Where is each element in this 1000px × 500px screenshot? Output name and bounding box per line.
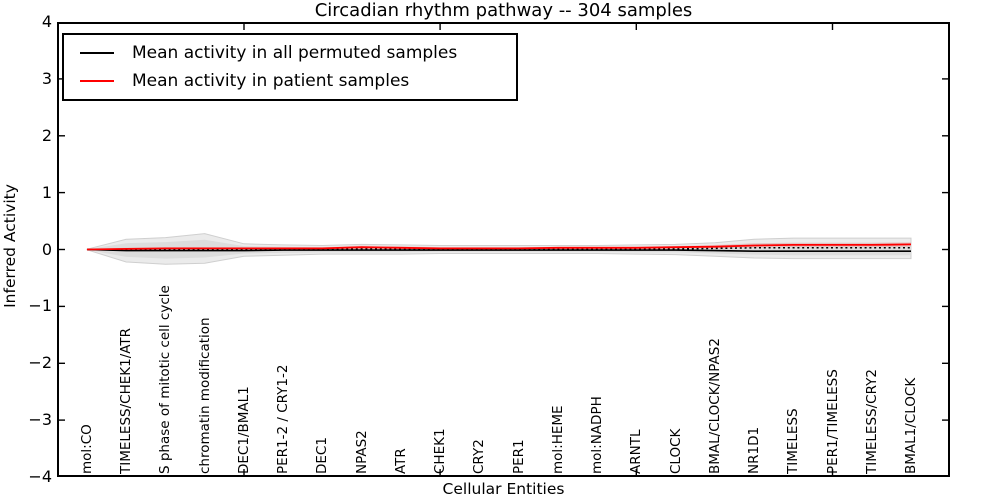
x-category-label: NR1D1 <box>746 426 763 474</box>
line-permuted-samples-median-dotted- <box>87 247 911 251</box>
legend-box: Mean activity in all permuted samples Mea… <box>62 33 518 101</box>
y-axis-label: Inferred Activity <box>1 184 19 308</box>
x-category-label: PER1/TIMELESS <box>824 369 841 474</box>
x-category-label: chromatin modification <box>196 317 213 474</box>
x-category-label: DEC1 <box>314 437 331 474</box>
x-axis-label: Cellular Entities <box>442 480 565 498</box>
x-category-label: BMAL1/CLOCK <box>903 377 919 474</box>
x-category-label: CLOCK <box>667 428 684 474</box>
x-category-label: BMAL/CLOCK/NPAS2 <box>706 338 723 474</box>
x-category-label: ATR <box>392 448 409 474</box>
legend-entry: Mean activity in all permuted samples <box>64 39 516 67</box>
y-tick-label: −4 <box>28 467 52 486</box>
chart-title: Circadian rhythm pathway -- 304 samples <box>314 0 693 21</box>
x-category-label: mol:CO <box>79 424 95 474</box>
x-category-label: mol:HEME <box>549 405 566 474</box>
legend-entry: Mean activity in patient samples <box>64 67 516 95</box>
y-tick-label: 4 <box>41 12 52 31</box>
line-mean-activity-in-all-permuted-samples <box>86 248 911 252</box>
x-category-label: CRY2 <box>471 439 488 474</box>
x-category-label: TIMELESS/CRY2 <box>863 369 880 474</box>
y-tick-label: 0 <box>41 239 52 259</box>
y-tick-label: −3 <box>28 410 52 430</box>
x-category-label: ARNTL <box>628 429 645 474</box>
x-category-label: TIMELESS <box>785 408 802 474</box>
y-tick-label: −1 <box>28 296 52 316</box>
x-category-label: PER1-2 / CRY1-2 <box>275 364 292 474</box>
y-tick-label: 1 <box>41 182 52 202</box>
plot-area <box>57 22 950 477</box>
x-category-label: DEC1/BMAL1 <box>235 386 252 474</box>
x-category-label: CHEK1 <box>432 428 449 474</box>
legend-line-sample <box>80 80 114 82</box>
x-category-label: S phase of mitotic cell cycle <box>157 285 174 474</box>
x-category-label: mol:NADPH <box>589 396 606 474</box>
line-mean-activity-in-patient-samples <box>86 243 912 251</box>
y-tick-label: 3 <box>41 68 52 88</box>
y-tick-label: 2 <box>41 125 52 145</box>
legend-line-sample <box>80 52 114 54</box>
legend-label: Mean activity in all permuted samples <box>132 43 458 63</box>
plot-frame <box>57 22 950 477</box>
x-category-label: PER1 <box>510 439 527 474</box>
legend-label: Mean activity in patient samples <box>132 71 410 91</box>
x-category-label: NPAS2 <box>353 430 370 474</box>
x-category-label: TIMELESS/CHEK1/ATR <box>118 327 135 474</box>
chart-canvas <box>57 22 950 477</box>
y-tick-label: −2 <box>28 353 52 373</box>
